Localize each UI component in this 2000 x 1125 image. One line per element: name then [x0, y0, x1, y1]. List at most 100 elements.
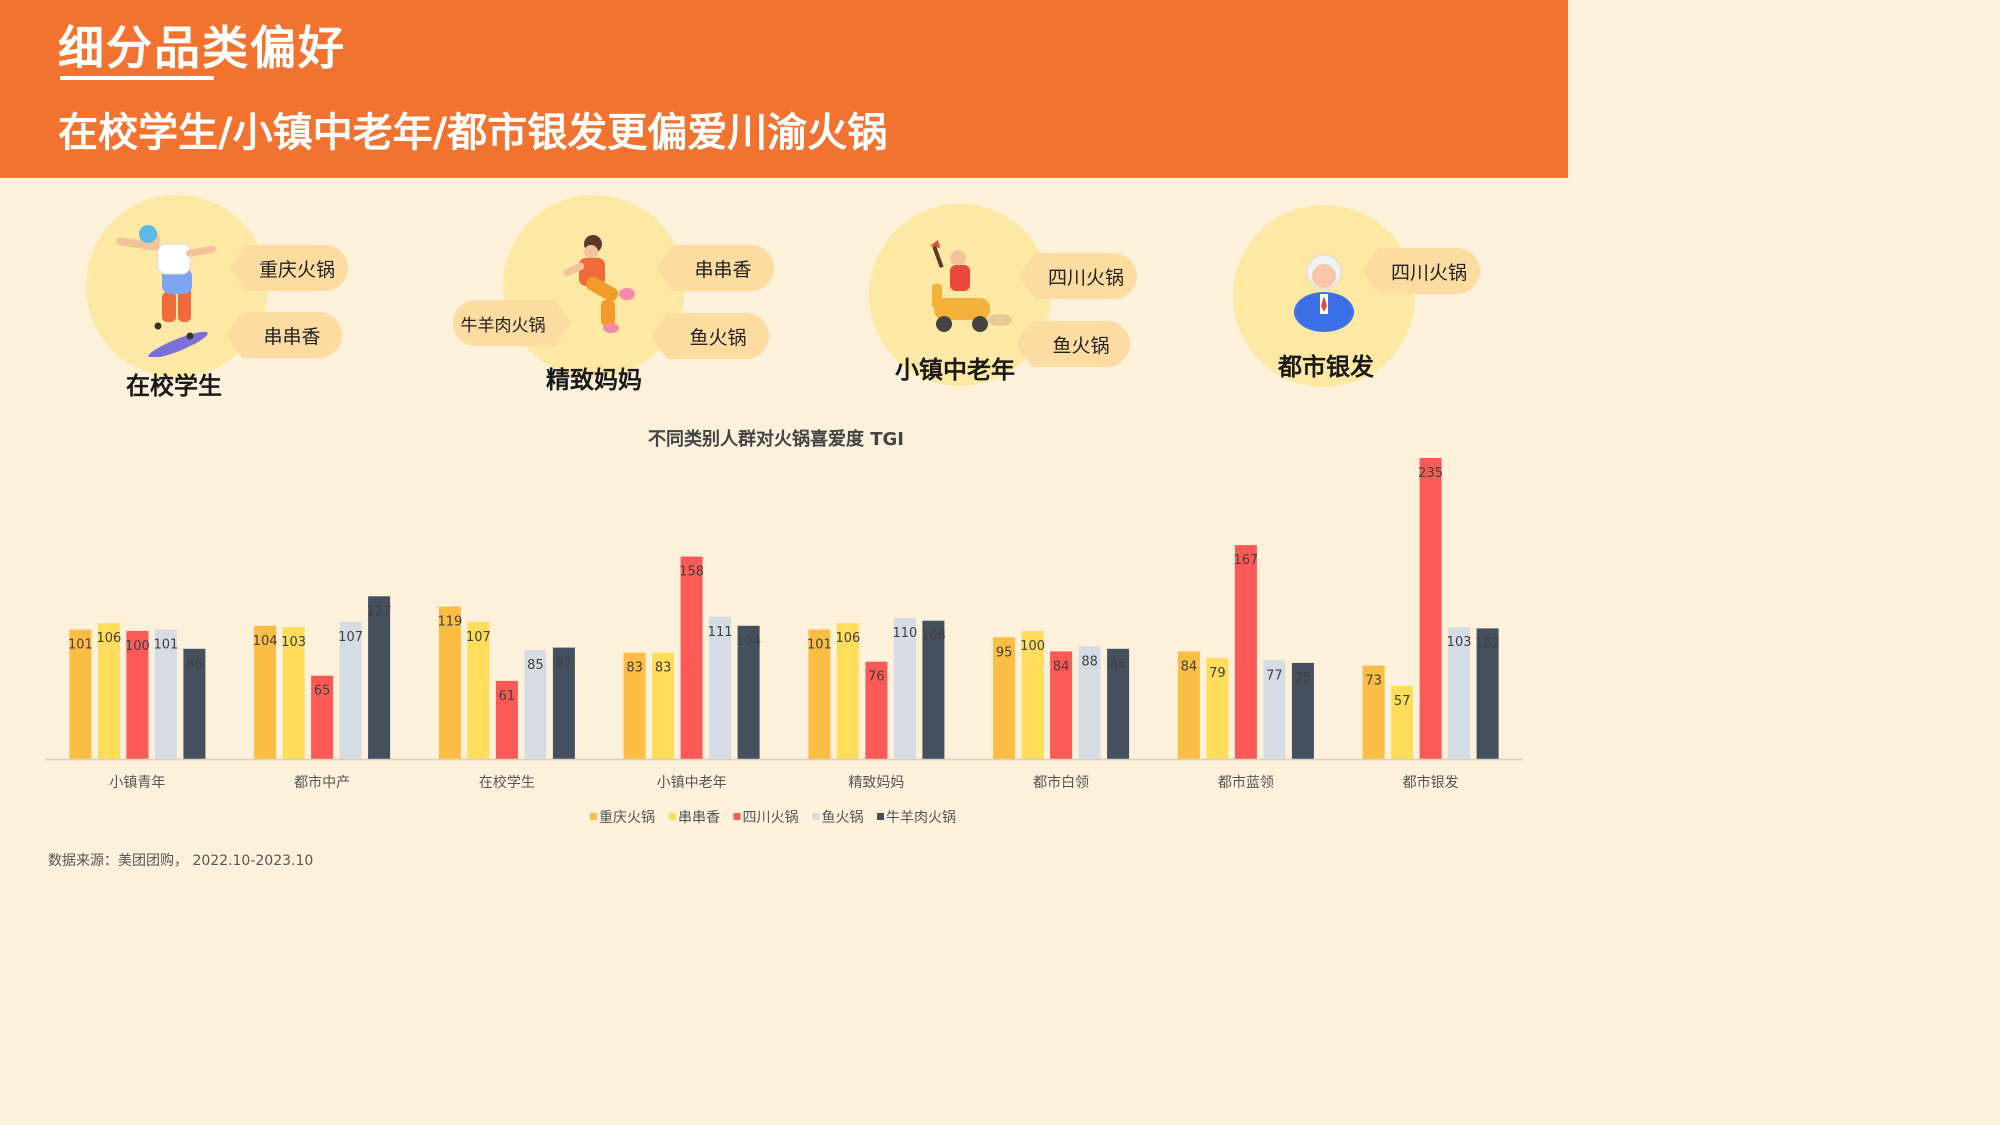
- bar-6-3: [1263, 660, 1286, 759]
- x-tick-label-1: 都市中产: [294, 774, 350, 791]
- legend-swatch-1: [669, 813, 676, 820]
- legend-swatch-4: [877, 813, 884, 820]
- data-label-2-3: 85: [527, 658, 544, 673]
- data-label-7-3: 103: [1447, 635, 1472, 650]
- data-label-2-1: 107: [466, 630, 491, 645]
- data-label-4-1: 106: [835, 631, 860, 646]
- x-tick-label-4: 精致妈妈: [848, 775, 904, 791]
- data-source: 数据来源：美团团购， 2022.10-2023.10: [48, 853, 314, 869]
- elderly-man-illustration: [1294, 254, 1354, 332]
- data-label-3-2: 158: [679, 565, 704, 580]
- bar-7-4: [1476, 628, 1499, 759]
- persona-name-student: 在校学生: [126, 372, 222, 400]
- legend-label-0: 重庆火锅: [599, 810, 655, 826]
- tag-student-1: 重庆火锅: [230, 245, 348, 291]
- x-tick-label-0: 小镇青年: [109, 775, 165, 791]
- x-axis-labels: 小镇青年 都市中产 在校学生 小镇中老年 精致妈妈 都市白领 都市蓝领 都市银发: [109, 774, 1458, 791]
- bar-3-0: [623, 652, 646, 759]
- bar-3-2: [680, 556, 703, 759]
- bar-6-1: [1206, 657, 1229, 759]
- tag-student-2: 串串香: [226, 312, 342, 358]
- data-label-4-2: 76: [868, 670, 885, 685]
- data-label-5-4: 86: [1110, 657, 1127, 672]
- data-label-7-1: 57: [1394, 694, 1411, 709]
- tag-mom-2: 牛羊肉火锅: [453, 300, 571, 346]
- scooter-rider-illustration: [930, 240, 1012, 332]
- bar-7-0: [1362, 665, 1385, 759]
- data-label-2-4: 87: [556, 656, 573, 671]
- x-tick-label-6: 都市蓝领: [1218, 774, 1274, 791]
- skateboarder-illustration: [116, 225, 216, 357]
- bar-5-4: [1107, 648, 1130, 759]
- data-label-6-1: 79: [1209, 666, 1226, 681]
- legend-label-4: 牛羊肉火锅: [886, 810, 956, 826]
- legend-swatch-3: [812, 813, 820, 820]
- tag-mom-3: 鱼火锅: [651, 313, 769, 359]
- bar-6-2: [1234, 545, 1257, 759]
- bar-5-0: [993, 637, 1016, 759]
- bar-1-4: [368, 596, 391, 759]
- data-label-0-3: 101: [153, 638, 178, 653]
- bar-7-1: [1391, 686, 1414, 759]
- bar-2-2: [495, 680, 518, 759]
- tag-urban-silver-1: 四川火锅: [1362, 248, 1480, 294]
- bar-4-2: [865, 661, 888, 759]
- data-label-4-3: 110: [892, 626, 917, 641]
- data-label-2-2: 61: [499, 689, 516, 704]
- data-label-7-0: 73: [1365, 674, 1382, 689]
- page-title: 细分品类偏好: [58, 21, 346, 75]
- legend-swatch-2: [733, 813, 741, 820]
- bar-5-2: [1050, 651, 1073, 759]
- data-label-5-3: 88: [1081, 654, 1098, 669]
- jumping-mom-illustration: [563, 235, 635, 333]
- bar-0-0: [69, 629, 92, 759]
- x-tick-label-3: 小镇中老年: [657, 775, 727, 791]
- bar-1-2: [311, 675, 334, 759]
- chart-legend: 重庆火锅 串串香 四川火锅 鱼火锅 牛羊肉火锅: [590, 809, 956, 826]
- bar-6-4: [1291, 662, 1314, 759]
- bar-0-2: [126, 630, 149, 759]
- data-label-5-0: 95: [996, 645, 1013, 660]
- data-label-1-4: 127: [367, 604, 392, 619]
- tag-town-elder-2: 鱼火锅: [1016, 321, 1130, 367]
- page-subtitle: 在校学生/小镇中老年/都市银发更偏爱川渝火锅: [58, 110, 888, 156]
- data-label-0-0: 101: [68, 638, 93, 653]
- bar-0-1: [97, 623, 120, 759]
- x-tick-label-5: 都市白领: [1033, 774, 1089, 791]
- legend-label-1: 串串香: [678, 810, 720, 826]
- tag-town-elder-1: 四川火锅: [1019, 253, 1137, 299]
- bar-1-1: [282, 627, 305, 759]
- data-label-3-1: 83: [655, 661, 672, 676]
- data-label-6-0: 84: [1181, 659, 1198, 674]
- bar-4-3: [893, 618, 916, 759]
- bar-1-3: [339, 621, 362, 759]
- bar-7-2: [1419, 458, 1442, 759]
- bar-2-1: [467, 621, 490, 759]
- bar-0-3: [154, 629, 177, 759]
- chart-title: 不同类别人群对火锅喜爱度 TGI: [648, 428, 904, 450]
- persona-name-mom: 精致妈妈: [546, 366, 642, 394]
- data-label-2-0: 119: [437, 615, 462, 630]
- bar-4-0: [808, 629, 831, 759]
- persona-circle-town-elder: [869, 204, 1051, 386]
- bar-4-4: [922, 620, 945, 759]
- data-label-6-3: 77: [1266, 668, 1283, 683]
- data-label-1-2: 65: [314, 684, 331, 699]
- x-tick-label-2: 在校学生: [479, 774, 535, 791]
- persona-name-urban-silver: 都市银发: [1278, 353, 1374, 381]
- bar-7-3: [1448, 627, 1471, 759]
- bar-4-1: [836, 623, 859, 759]
- title-underline: [60, 76, 214, 80]
- bar-0-4: [183, 648, 206, 759]
- legend-label-3: 鱼火锅: [822, 809, 864, 826]
- data-label-1-0: 104: [253, 634, 278, 649]
- bar-5-1: [1021, 630, 1044, 759]
- data-label-0-1: 106: [96, 631, 121, 646]
- bar-3-1: [652, 652, 675, 759]
- bar-2-3: [524, 650, 547, 759]
- data-label-0-2: 100: [125, 639, 150, 654]
- data-label-4-0: 101: [807, 638, 832, 653]
- data-label-0-4: 86: [186, 657, 203, 672]
